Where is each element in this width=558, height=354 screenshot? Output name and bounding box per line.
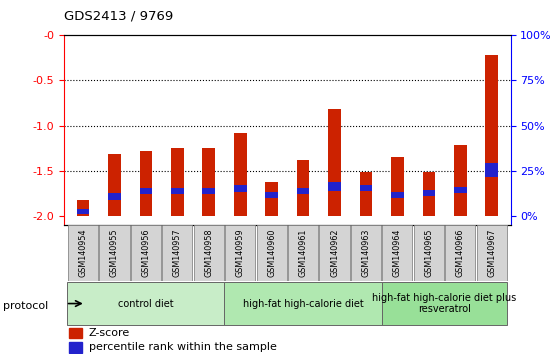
Text: GSM140959: GSM140959 xyxy=(235,229,245,278)
Text: high-fat high-calorie diet: high-fat high-calorie diet xyxy=(243,298,363,309)
Bar xyxy=(203,148,215,216)
Bar xyxy=(422,172,435,216)
Bar xyxy=(454,187,466,193)
FancyBboxPatch shape xyxy=(413,225,444,281)
FancyBboxPatch shape xyxy=(68,225,98,281)
Text: GSM140967: GSM140967 xyxy=(487,229,496,278)
Bar xyxy=(297,160,309,216)
FancyBboxPatch shape xyxy=(194,225,224,281)
Text: Z-score: Z-score xyxy=(89,328,130,338)
Bar xyxy=(140,188,152,194)
Text: GSM140965: GSM140965 xyxy=(424,229,434,278)
Text: protocol: protocol xyxy=(3,301,48,311)
FancyBboxPatch shape xyxy=(382,225,412,281)
Text: percentile rank within the sample: percentile rank within the sample xyxy=(89,342,277,352)
FancyBboxPatch shape xyxy=(257,225,287,281)
Bar xyxy=(328,182,341,190)
Bar xyxy=(140,151,152,216)
Bar xyxy=(485,164,498,177)
Bar xyxy=(391,157,403,216)
FancyBboxPatch shape xyxy=(477,225,507,281)
Text: GDS2413 / 9769: GDS2413 / 9769 xyxy=(64,10,174,22)
Bar xyxy=(234,133,247,216)
Bar xyxy=(266,192,278,198)
Bar xyxy=(234,185,247,192)
Bar xyxy=(485,55,498,216)
Bar xyxy=(391,192,403,198)
Text: GSM140956: GSM140956 xyxy=(141,229,151,278)
Bar xyxy=(360,172,372,216)
Text: GSM140961: GSM140961 xyxy=(299,229,307,277)
Bar xyxy=(454,145,466,216)
Bar xyxy=(77,210,89,214)
FancyBboxPatch shape xyxy=(319,225,350,281)
Text: GSM140962: GSM140962 xyxy=(330,229,339,278)
Bar xyxy=(203,188,215,194)
Bar xyxy=(328,109,341,216)
Bar xyxy=(108,193,121,200)
Text: GSM140955: GSM140955 xyxy=(110,229,119,278)
Bar xyxy=(360,185,372,192)
Text: GSM140960: GSM140960 xyxy=(267,229,276,277)
Text: high-fat high-calorie diet plus
resveratrol: high-fat high-calorie diet plus resverat… xyxy=(372,293,517,314)
Text: control diet: control diet xyxy=(118,298,174,309)
FancyBboxPatch shape xyxy=(288,225,318,281)
FancyBboxPatch shape xyxy=(351,225,381,281)
FancyBboxPatch shape xyxy=(445,225,475,281)
FancyBboxPatch shape xyxy=(382,282,507,325)
Bar xyxy=(69,342,82,353)
Bar xyxy=(297,188,309,194)
Bar xyxy=(171,148,184,216)
Text: GSM140954: GSM140954 xyxy=(79,229,88,278)
Bar xyxy=(77,200,89,216)
FancyBboxPatch shape xyxy=(225,225,256,281)
Text: GSM140957: GSM140957 xyxy=(173,229,182,278)
FancyBboxPatch shape xyxy=(99,225,129,281)
Bar xyxy=(266,182,278,216)
FancyBboxPatch shape xyxy=(162,225,193,281)
Text: GSM140964: GSM140964 xyxy=(393,229,402,277)
Bar xyxy=(108,154,121,216)
Text: GSM140966: GSM140966 xyxy=(456,229,465,277)
FancyBboxPatch shape xyxy=(224,282,382,325)
Text: GSM140958: GSM140958 xyxy=(204,229,213,278)
Text: GSM140963: GSM140963 xyxy=(362,229,371,277)
Bar xyxy=(171,188,184,194)
FancyBboxPatch shape xyxy=(68,282,224,325)
Bar xyxy=(69,328,82,338)
FancyBboxPatch shape xyxy=(131,225,161,281)
Bar xyxy=(422,190,435,196)
